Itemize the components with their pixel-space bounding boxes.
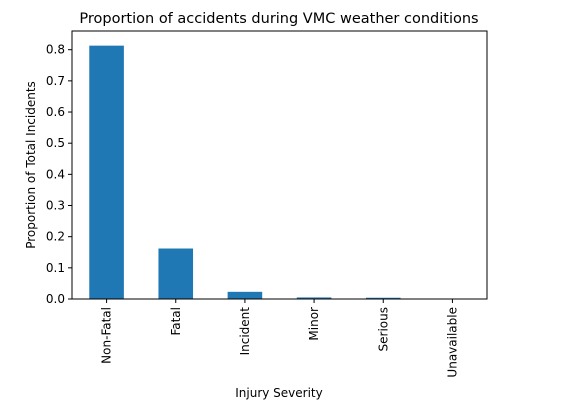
y-tick-label: 0.4 [46,167,65,181]
x-tick-label: Minor [307,307,321,341]
bar-incident [227,291,263,299]
x-tick-label: Non-Fatal [100,307,114,364]
y-tick-label: 0.2 [46,230,65,244]
y-tick-label: 0.1 [46,261,65,275]
x-tick-label: Incident [238,307,252,356]
x-tick-label: Serious [376,307,390,351]
y-tick-label: 0.7 [46,74,65,88]
plot-frame [71,30,488,300]
y-tick-label: 0.6 [46,105,65,119]
y-tick-label: 0.3 [46,199,65,213]
y-tick-label: 0.0 [46,292,65,306]
y-tick-label: 0.8 [46,43,65,57]
bar-non-fatal [89,45,124,300]
x-tick-label: Fatal [169,307,183,336]
bar-minor [296,297,332,299]
chart-title: Proportion of accidents during VMC weath… [79,11,478,27]
bar-fatal [158,248,194,299]
plot-area: Non-Fatal Fatal Incident Minor Serious Unavai… [46,30,488,378]
y-tick-label: 0.5 [46,136,65,150]
x-axis-label: Injury Severity [235,386,323,400]
bar-serious [365,297,401,299]
y-axis-label: Proportion of Total Incidents [24,81,38,249]
x-tick-label: Unavailable [445,307,459,378]
